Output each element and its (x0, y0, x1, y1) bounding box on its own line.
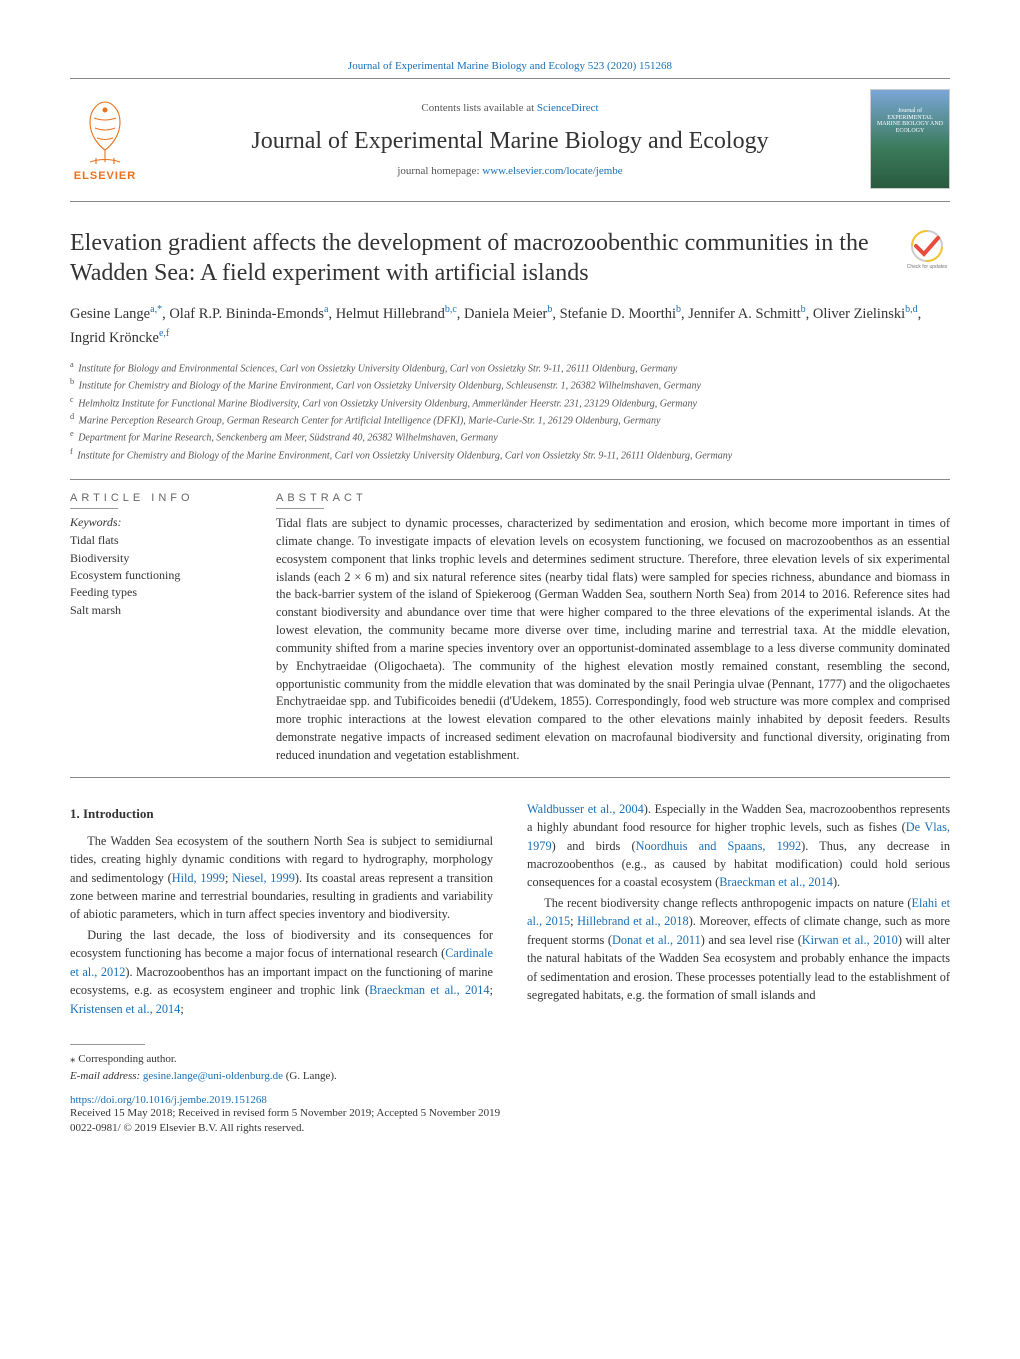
author-email-link[interactable]: gesine.lange@uni-oldenburg.de (143, 1070, 283, 1082)
journal-homepage-link[interactable]: www.elsevier.com/locate/jembe (482, 165, 622, 177)
cover-text: Journal of EXPERIMENTAL MARINE BIOLOGY A… (875, 108, 945, 134)
author: Olaf R.P. Bininda-Emonds (169, 306, 324, 322)
masthead: ELSEVIER Contents lists available at Sci… (70, 89, 950, 202)
affiliation: f Institute for Chemistry and Biology of… (70, 446, 950, 463)
crossmark-icon[interactable]: Check for updates (904, 228, 950, 274)
body-columns: 1. Introduction The Wadden Sea ecosystem… (70, 800, 950, 1020)
affiliation-ref[interactable]: b (547, 304, 552, 315)
section-heading-intro: 1. Introduction (70, 806, 493, 822)
sciencedirect-link[interactable]: ScienceDirect (537, 102, 599, 114)
abstract-text: Tidal flats are subject to dynamic proce… (276, 515, 950, 765)
article-info-row: ARTICLE INFO Keywords: Tidal flatsBiodiv… (70, 479, 950, 778)
right-column: Waldbusser et al., 2004). Especially in … (527, 800, 950, 1020)
citation-link[interactable]: Kirwan et al., 2010 (802, 933, 898, 947)
article-title: Elevation gradient affects the developme… (70, 228, 884, 288)
doi-link[interactable]: https://doi.org/10.1016/j.jembe.2019.151… (70, 1094, 950, 1106)
email-label: E-mail address: (70, 1070, 143, 1082)
corresponding-author-note: ⁎ Corresponding author. (70, 1051, 950, 1068)
citation-link[interactable]: Niesel, 1999 (232, 871, 295, 885)
footnotes: ⁎ Corresponding author. E-mail address: … (70, 1051, 950, 1084)
copyright-line: 0022-0981/ © 2019 Elsevier B.V. All righ… (70, 1121, 950, 1136)
citation-link[interactable]: Donat et al., 2011 (612, 933, 701, 947)
affiliation: c Helmholtz Institute for Functional Mar… (70, 394, 950, 411)
citation-link[interactable]: Braeckman et al., 2014 (369, 983, 489, 997)
keyword: Biodiversity (70, 550, 244, 567)
article-info-heading: ARTICLE INFO (70, 492, 244, 509)
affiliation-ref[interactable]: a (324, 304, 328, 315)
keyword: Ecosystem functioning (70, 567, 244, 584)
author: Jennifer A. Schmitt (688, 306, 800, 322)
footnote-rule (70, 1044, 145, 1045)
keywords-list: Tidal flatsBiodiversityEcosystem functio… (70, 532, 244, 619)
article-history: Received 15 May 2018; Received in revise… (70, 1106, 950, 1121)
author: Oliver Zielinski (813, 306, 905, 322)
affiliation-list: a Institute for Biology and Environmenta… (70, 359, 950, 463)
journal-title: Journal of Experimental Marine Biology a… (170, 128, 850, 155)
contents-prefix: Contents lists available at (421, 102, 536, 114)
author-list: Gesine Langea,*, Olaf R.P. Bininda-Emond… (70, 302, 950, 349)
author: Gesine Lange (70, 306, 150, 322)
masthead-center: Contents lists available at ScienceDirec… (170, 102, 850, 177)
citation-link[interactable]: Hild, 1999 (172, 871, 225, 885)
body-paragraph: The Wadden Sea ecosystem of the southern… (70, 832, 493, 924)
affiliation-ref[interactable]: b (676, 304, 681, 315)
keyword: Feeding types (70, 584, 244, 601)
affiliation-ref[interactable]: e,f (159, 328, 169, 339)
abstract-heading: ABSTRACT (276, 492, 950, 509)
author: Stefanie D. Moorthi (560, 306, 676, 322)
citation-link[interactable]: Kristensen et al., 2014 (70, 1002, 180, 1016)
affiliation-ref[interactable]: b,c (445, 304, 457, 315)
journal-cover-thumbnail: Journal of EXPERIMENTAL MARINE BIOLOGY A… (870, 89, 950, 189)
email-suffix: (G. Lange). (283, 1070, 337, 1082)
journal-citation-header[interactable]: Journal of Experimental Marine Biology a… (70, 60, 950, 72)
header-rule (70, 78, 950, 79)
citation-link[interactable]: Cardinale et al., 2012 (70, 946, 493, 978)
elsevier-logo-icon: ELSEVIER (70, 92, 140, 182)
affiliation: e Department for Marine Research, Sencke… (70, 428, 950, 445)
affiliation: d Marine Perception Research Group, Germ… (70, 411, 950, 428)
affiliation: b Institute for Chemistry and Biology of… (70, 376, 950, 393)
body-paragraph: Waldbusser et al., 2004). Especially in … (527, 800, 950, 892)
affiliation-ref[interactable]: a,* (150, 304, 162, 315)
citation-link[interactable]: Waldbusser et al., 2004 (527, 802, 644, 816)
elsevier-wordmark: ELSEVIER (74, 170, 136, 182)
publisher-logo-box: ELSEVIER (70, 92, 170, 186)
homepage-prefix: journal homepage: (397, 165, 482, 177)
citation-link[interactable]: Noordhuis and Spaans, 1992 (636, 839, 802, 853)
keyword: Salt marsh (70, 602, 244, 619)
author: Ingrid Kröncke (70, 329, 159, 345)
author: Helmut Hillebrand (336, 306, 445, 322)
affiliation-ref[interactable]: b (801, 304, 806, 315)
left-column: 1. Introduction The Wadden Sea ecosystem… (70, 800, 493, 1020)
affiliation: a Institute for Biology and Environmenta… (70, 359, 950, 376)
keyword: Tidal flats (70, 532, 244, 549)
body-paragraph: The recent biodiversity change reflects … (527, 894, 950, 1005)
keywords-label: Keywords: (70, 515, 244, 530)
author: Daniela Meier (464, 306, 547, 322)
svg-text:Check for updates: Check for updates (907, 264, 948, 270)
citation-link[interactable]: Braeckman et al., 2014 (719, 875, 833, 889)
affiliation-ref[interactable]: b,d (905, 304, 918, 315)
body-paragraph: During the last decade, the loss of biod… (70, 926, 493, 1018)
citation-link[interactable]: Hillebrand et al., 2018 (577, 914, 689, 928)
